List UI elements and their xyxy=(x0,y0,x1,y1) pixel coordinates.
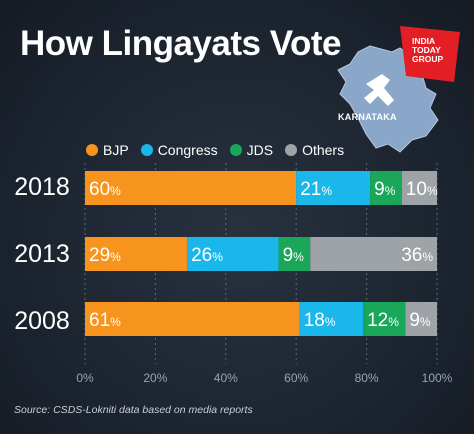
bar-others-2018 xyxy=(401,171,437,205)
map-label: KARNATAKA xyxy=(338,112,397,122)
legend-item-others: Others xyxy=(285,142,344,158)
data-label-congress-2008: 18% xyxy=(304,310,336,331)
data-label-jds-2018: 9% xyxy=(374,179,396,200)
category-label-2013: 2013 xyxy=(14,240,70,268)
legend-label-congress: Congress xyxy=(157,142,218,158)
legend-label-others: Others xyxy=(302,142,345,158)
legend-label-jds: JDS xyxy=(246,142,274,158)
data-label-others-2018: 10% xyxy=(406,179,438,200)
legend-label-bjp: BJP xyxy=(103,142,129,158)
x-tick-label: 80% xyxy=(355,371,379,385)
bar-others-2013 xyxy=(310,237,437,271)
legend: BJP Congress JDS Others xyxy=(86,141,356,159)
category-label-2018: 2018 xyxy=(14,173,70,201)
bar-jds-2008 xyxy=(363,302,406,336)
logo-line-2: TODAY xyxy=(412,45,441,55)
legend-swatch-congress xyxy=(140,144,153,156)
x-tick-label: 0% xyxy=(76,371,94,385)
data-label-others-2008: 9% xyxy=(409,310,431,331)
legend-swatch-others xyxy=(285,144,298,156)
legend-item-congress: Congress xyxy=(140,142,218,158)
bar-congress-2018 xyxy=(296,171,371,205)
category-label-2008: 2008 xyxy=(14,307,70,335)
india-today-group-logo xyxy=(400,26,460,82)
bar-congress-2013 xyxy=(187,237,279,271)
data-label-bjp-2018: 60% xyxy=(89,179,121,200)
data-label-others-2013: 36% xyxy=(401,245,433,266)
bar-bjp-2013 xyxy=(85,237,188,271)
x-tick-label: 20% xyxy=(143,371,167,385)
legend-item-bjp: BJP xyxy=(86,142,129,158)
logo-text: INDIA TODAY GROUP xyxy=(412,37,456,64)
x-tick-label: 60% xyxy=(284,371,308,385)
data-label-jds-2013: 9% xyxy=(283,245,305,266)
data-label-jds-2008: 12% xyxy=(367,310,399,331)
bar-bjp-2008 xyxy=(85,302,300,336)
data-label-congress-2013: 26% xyxy=(191,245,223,266)
logo-line-1: INDIA xyxy=(412,36,436,46)
legend-swatch-jds xyxy=(229,144,242,156)
x-tick-label: 100% xyxy=(422,371,453,385)
bar-bjp-2018 xyxy=(85,171,297,205)
logo-line-3: GROUP xyxy=(412,54,444,64)
x-tick-label: 40% xyxy=(214,371,238,385)
bar-congress-2008 xyxy=(299,302,364,336)
bar-others-2008 xyxy=(405,302,437,336)
legend-swatch-bjp xyxy=(86,144,98,156)
chart-title: How Lingayats Vote xyxy=(20,24,341,63)
legend-item-jds: JDS xyxy=(229,142,274,158)
source-note: Source: CSDS-Lokniti data based on media… xyxy=(14,404,253,416)
data-label-congress-2018: 21% xyxy=(300,179,332,200)
bar-jds-2013 xyxy=(278,237,311,271)
bar-jds-2018 xyxy=(370,171,402,205)
data-label-bjp-2013: 29% xyxy=(89,245,121,266)
data-label-bjp-2008: 61% xyxy=(89,310,121,331)
